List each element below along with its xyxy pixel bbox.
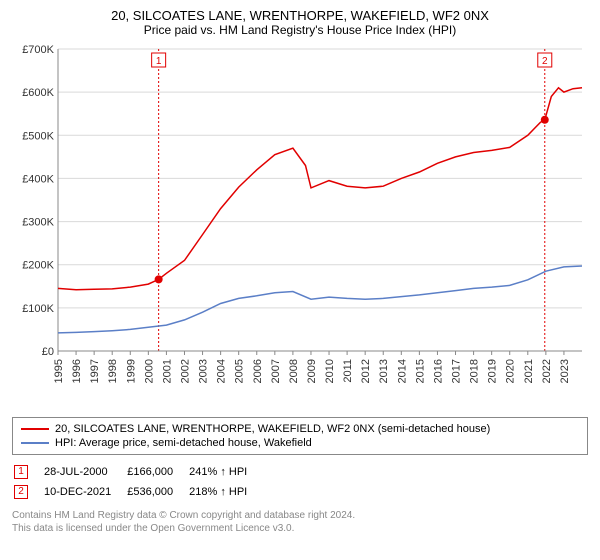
- legend-swatch: [21, 428, 49, 430]
- svg-text:2019: 2019: [487, 359, 499, 383]
- svg-text:2020: 2020: [505, 359, 517, 383]
- marker-delta: 218% ↑ HPI: [189, 483, 261, 501]
- svg-text:2011: 2011: [342, 359, 354, 383]
- svg-text:2013: 2013: [378, 359, 390, 383]
- marker-dot: [541, 116, 549, 124]
- line-chart-svg: £0 £100K £200K £300K £400K £500K £600K £700K 1 2 1…: [12, 41, 588, 411]
- svg-text:2008: 2008: [288, 359, 300, 383]
- marker-price: £536,000: [127, 483, 187, 501]
- svg-text:1995: 1995: [53, 359, 65, 383]
- svg-text:1998: 1998: [107, 359, 119, 383]
- chart-container: 20, SILCOATES LANE, WRENTHORPE, WAKEFIEL…: [0, 0, 600, 560]
- chart-subtitle: Price paid vs. HM Land Registry's House …: [12, 23, 588, 37]
- marker-delta: 241% ↑ HPI: [189, 463, 261, 481]
- marker-dot: [155, 275, 163, 283]
- footer-line-1: Contains HM Land Registry data © Crown c…: [12, 509, 588, 522]
- legend: 20, SILCOATES LANE, WRENTHORPE, WAKEFIEL…: [12, 417, 588, 455]
- svg-text:2006: 2006: [252, 359, 264, 383]
- svg-text:2022: 2022: [541, 359, 553, 383]
- legend-swatch: [21, 442, 49, 444]
- svg-text:£300K: £300K: [22, 217, 54, 229]
- svg-text:2000: 2000: [143, 359, 155, 383]
- marker-box: 1: [14, 465, 28, 479]
- marker-row: 1 28-JUL-2000£166,000241% ↑ HPI: [14, 463, 261, 481]
- svg-text:2009: 2009: [306, 359, 318, 383]
- svg-text:1999: 1999: [125, 359, 137, 383]
- marker-box: 2: [14, 485, 28, 499]
- svg-text:£700K: £700K: [22, 44, 54, 56]
- marker-table: 1 28-JUL-2000£166,000241% ↑ HPI 2 10-DEC-20…: [12, 461, 263, 503]
- svg-text:2016: 2016: [432, 359, 444, 383]
- marker-date: 10-DEC-2021: [44, 483, 125, 501]
- svg-text:2003: 2003: [198, 359, 210, 383]
- footer: Contains HM Land Registry data © Crown c…: [12, 509, 588, 535]
- svg-text:£0: £0: [42, 346, 54, 358]
- svg-text:2002: 2002: [179, 359, 191, 383]
- series-price: [58, 88, 582, 290]
- svg-text:2004: 2004: [216, 359, 228, 383]
- svg-text:2: 2: [542, 56, 548, 67]
- marker-row: 2 10-DEC-2021£536,000218% ↑ HPI: [14, 483, 261, 501]
- chart-area: £0 £100K £200K £300K £400K £500K £600K £700K 1 2 1…: [12, 41, 588, 411]
- svg-text:2001: 2001: [161, 359, 173, 383]
- svg-text:2021: 2021: [523, 359, 535, 383]
- legend-item: HPI: Average price, semi-detached house,…: [21, 436, 579, 450]
- series-hpi: [58, 266, 582, 333]
- svg-text:2018: 2018: [469, 359, 481, 383]
- chart-title: 20, SILCOATES LANE, WRENTHORPE, WAKEFIEL…: [12, 8, 588, 23]
- svg-text:2014: 2014: [396, 359, 408, 383]
- svg-text:2010: 2010: [324, 359, 336, 383]
- svg-text:1: 1: [156, 56, 162, 67]
- svg-text:1996: 1996: [71, 359, 83, 383]
- svg-text:2007: 2007: [270, 359, 282, 383]
- marker-date: 28-JUL-2000: [44, 463, 125, 481]
- svg-text:£600K: £600K: [22, 87, 54, 99]
- marker-price: £166,000: [127, 463, 187, 481]
- svg-text:£500K: £500K: [22, 130, 54, 142]
- svg-text:£400K: £400K: [22, 173, 54, 185]
- footer-line-2: This data is licensed under the Open Gov…: [12, 522, 588, 535]
- svg-text:1997: 1997: [89, 359, 101, 383]
- svg-text:£100K: £100K: [22, 303, 54, 315]
- svg-text:2023: 2023: [559, 359, 571, 383]
- svg-text:2015: 2015: [414, 359, 426, 383]
- svg-text:2012: 2012: [360, 359, 372, 383]
- legend-label: HPI: Average price, semi-detached house,…: [55, 437, 312, 449]
- svg-text:£200K: £200K: [22, 260, 54, 272]
- svg-text:2017: 2017: [451, 359, 463, 383]
- svg-text:2005: 2005: [234, 359, 246, 383]
- legend-item: 20, SILCOATES LANE, WRENTHORPE, WAKEFIEL…: [21, 422, 579, 436]
- legend-label: 20, SILCOATES LANE, WRENTHORPE, WAKEFIEL…: [55, 423, 490, 435]
